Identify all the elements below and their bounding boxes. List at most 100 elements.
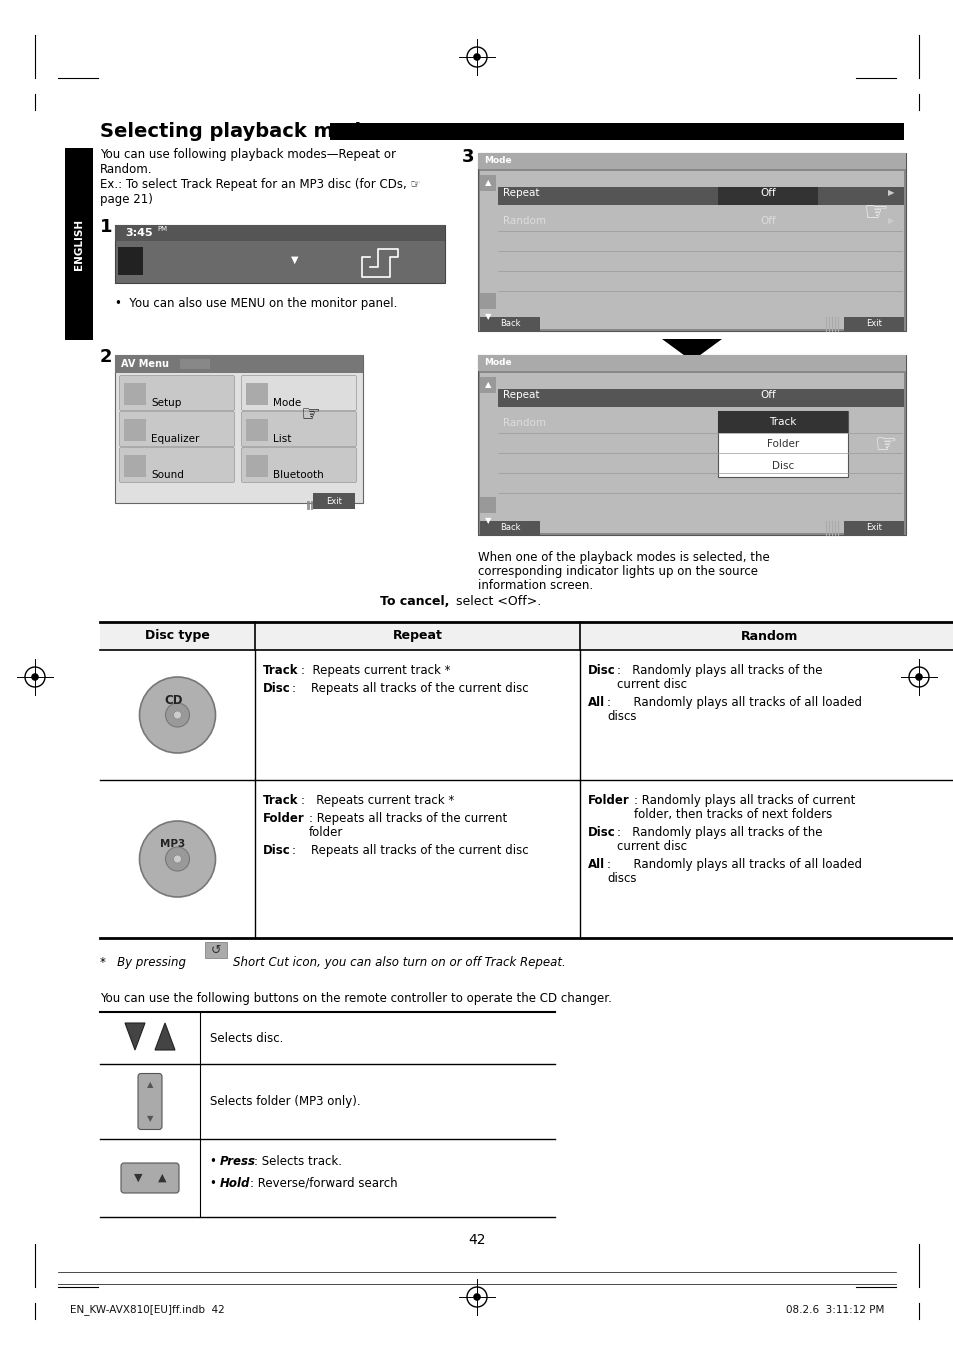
Text: corresponding indicator lights up on the source: corresponding indicator lights up on the… xyxy=(477,565,758,578)
Text: Short Cut icon, you can also turn on or off Track Repeat.: Short Cut icon, you can also turn on or … xyxy=(233,956,565,969)
Text: Folder: Folder xyxy=(263,812,304,825)
Text: 3: 3 xyxy=(461,148,474,167)
Text: Folder: Folder xyxy=(587,793,629,807)
Bar xyxy=(124,383,146,405)
Text: :   Randomly plays all tracks of the: : Randomly plays all tracks of the xyxy=(617,826,821,839)
Text: :      Randomly plays all tracks of all loaded: : Randomly plays all tracks of all loade… xyxy=(606,696,862,709)
Text: Off: Off xyxy=(760,390,775,399)
Bar xyxy=(479,175,496,191)
Text: Repeat: Repeat xyxy=(392,630,442,643)
Bar xyxy=(124,418,146,441)
Text: 2: 2 xyxy=(100,348,112,366)
Polygon shape xyxy=(661,338,721,362)
Circle shape xyxy=(473,53,480,61)
Bar xyxy=(477,153,905,330)
Text: Bluetooth: Bluetooth xyxy=(273,470,323,481)
Text: select <Off>.: select <Off>. xyxy=(452,594,540,608)
Text: Press: Press xyxy=(220,1155,255,1169)
Circle shape xyxy=(139,821,215,896)
Bar xyxy=(477,355,905,371)
Text: Disc: Disc xyxy=(771,460,793,471)
Text: 1: 1 xyxy=(100,218,112,236)
Text: Back: Back xyxy=(499,320,519,329)
Text: 3:45: 3:45 xyxy=(125,227,152,238)
Bar xyxy=(100,621,953,650)
Text: Mode: Mode xyxy=(483,156,511,165)
Text: •  You can also use MENU on the monitor panel.: • You can also use MENU on the monitor p… xyxy=(115,297,397,310)
Text: You can use following playback modes—Repeat or: You can use following playback modes—Rep… xyxy=(100,148,395,161)
Text: Selects disc.: Selects disc. xyxy=(210,1032,283,1044)
Text: Random.: Random. xyxy=(100,162,152,176)
FancyBboxPatch shape xyxy=(119,375,234,410)
Text: Selects folder (MP3 only).: Selects folder (MP3 only). xyxy=(210,1095,360,1108)
Text: Mode: Mode xyxy=(483,357,511,367)
Text: :    Repeats all tracks of the current disc: : Repeats all tracks of the current disc xyxy=(292,844,528,857)
Text: current disc: current disc xyxy=(617,839,686,853)
Circle shape xyxy=(165,848,190,871)
Text: Random: Random xyxy=(740,630,798,643)
Bar xyxy=(246,455,268,477)
Bar xyxy=(718,412,847,433)
Circle shape xyxy=(165,703,190,727)
Text: Equalizer: Equalizer xyxy=(151,435,199,444)
Text: Disc type: Disc type xyxy=(145,630,210,643)
Text: All: All xyxy=(587,858,604,871)
Text: ▶: ▶ xyxy=(887,217,893,226)
Bar xyxy=(497,187,903,204)
Circle shape xyxy=(173,854,181,862)
Text: ▼: ▼ xyxy=(147,1114,153,1122)
Text: :  Repeats current track *: : Repeats current track * xyxy=(301,663,450,677)
Text: 08.2.6  3:11:12 PM: 08.2.6 3:11:12 PM xyxy=(785,1305,883,1315)
Text: ▲: ▲ xyxy=(484,380,491,390)
Bar xyxy=(115,355,363,502)
Text: Mode: Mode xyxy=(273,398,301,408)
Text: You can use the following buttons on the remote controller to operate the CD cha: You can use the following buttons on the… xyxy=(100,992,611,1005)
Bar xyxy=(246,383,268,405)
Circle shape xyxy=(914,673,922,681)
Text: MP3: MP3 xyxy=(160,839,185,849)
Circle shape xyxy=(31,673,39,681)
Text: Hold: Hold xyxy=(220,1177,250,1190)
Text: Track: Track xyxy=(263,663,298,677)
Text: Selecting playback modes: Selecting playback modes xyxy=(100,122,386,141)
Text: PM: PM xyxy=(157,226,167,232)
Text: *   By pressing: * By pressing xyxy=(100,956,186,969)
Text: Disc: Disc xyxy=(263,682,291,695)
Text: ▲: ▲ xyxy=(484,179,491,187)
Text: Back: Back xyxy=(499,524,519,532)
Bar xyxy=(479,171,903,329)
Text: Sound: Sound xyxy=(151,470,184,481)
Text: Track: Track xyxy=(263,793,298,807)
Text: EN_KW-AVX810[EU]ff.indb  42: EN_KW-AVX810[EU]ff.indb 42 xyxy=(70,1304,225,1316)
Text: ▼: ▼ xyxy=(133,1173,142,1183)
Text: Track: Track xyxy=(768,417,796,427)
FancyBboxPatch shape xyxy=(241,448,356,482)
Text: Disc: Disc xyxy=(587,826,615,839)
Polygon shape xyxy=(154,1024,174,1049)
Text: Repeat: Repeat xyxy=(502,188,539,198)
Text: ▲: ▲ xyxy=(147,1080,153,1089)
Bar xyxy=(115,225,444,241)
Text: ↺: ↺ xyxy=(211,944,221,956)
Text: ▶: ▶ xyxy=(887,188,893,198)
Bar xyxy=(843,521,903,535)
Text: discs: discs xyxy=(606,872,636,886)
Text: Off: Off xyxy=(760,217,775,226)
Bar xyxy=(205,942,227,959)
Text: :   Repeats current track *: : Repeats current track * xyxy=(301,793,454,807)
Bar xyxy=(479,376,496,393)
Text: Random: Random xyxy=(502,418,545,428)
Bar xyxy=(843,317,903,330)
Text: AV Menu: AV Menu xyxy=(121,359,169,370)
Bar xyxy=(718,412,847,477)
Text: ▲: ▲ xyxy=(157,1173,166,1183)
Bar xyxy=(330,123,903,139)
Text: ENGLISH: ENGLISH xyxy=(74,218,84,269)
Text: Setup: Setup xyxy=(151,398,181,408)
Text: :      Randomly plays all tracks of all loaded: : Randomly plays all tracks of all loade… xyxy=(606,858,862,871)
Text: •: • xyxy=(210,1177,224,1190)
Text: Off: Off xyxy=(760,188,775,198)
Circle shape xyxy=(173,711,181,719)
FancyBboxPatch shape xyxy=(119,448,234,482)
Polygon shape xyxy=(125,1024,145,1049)
